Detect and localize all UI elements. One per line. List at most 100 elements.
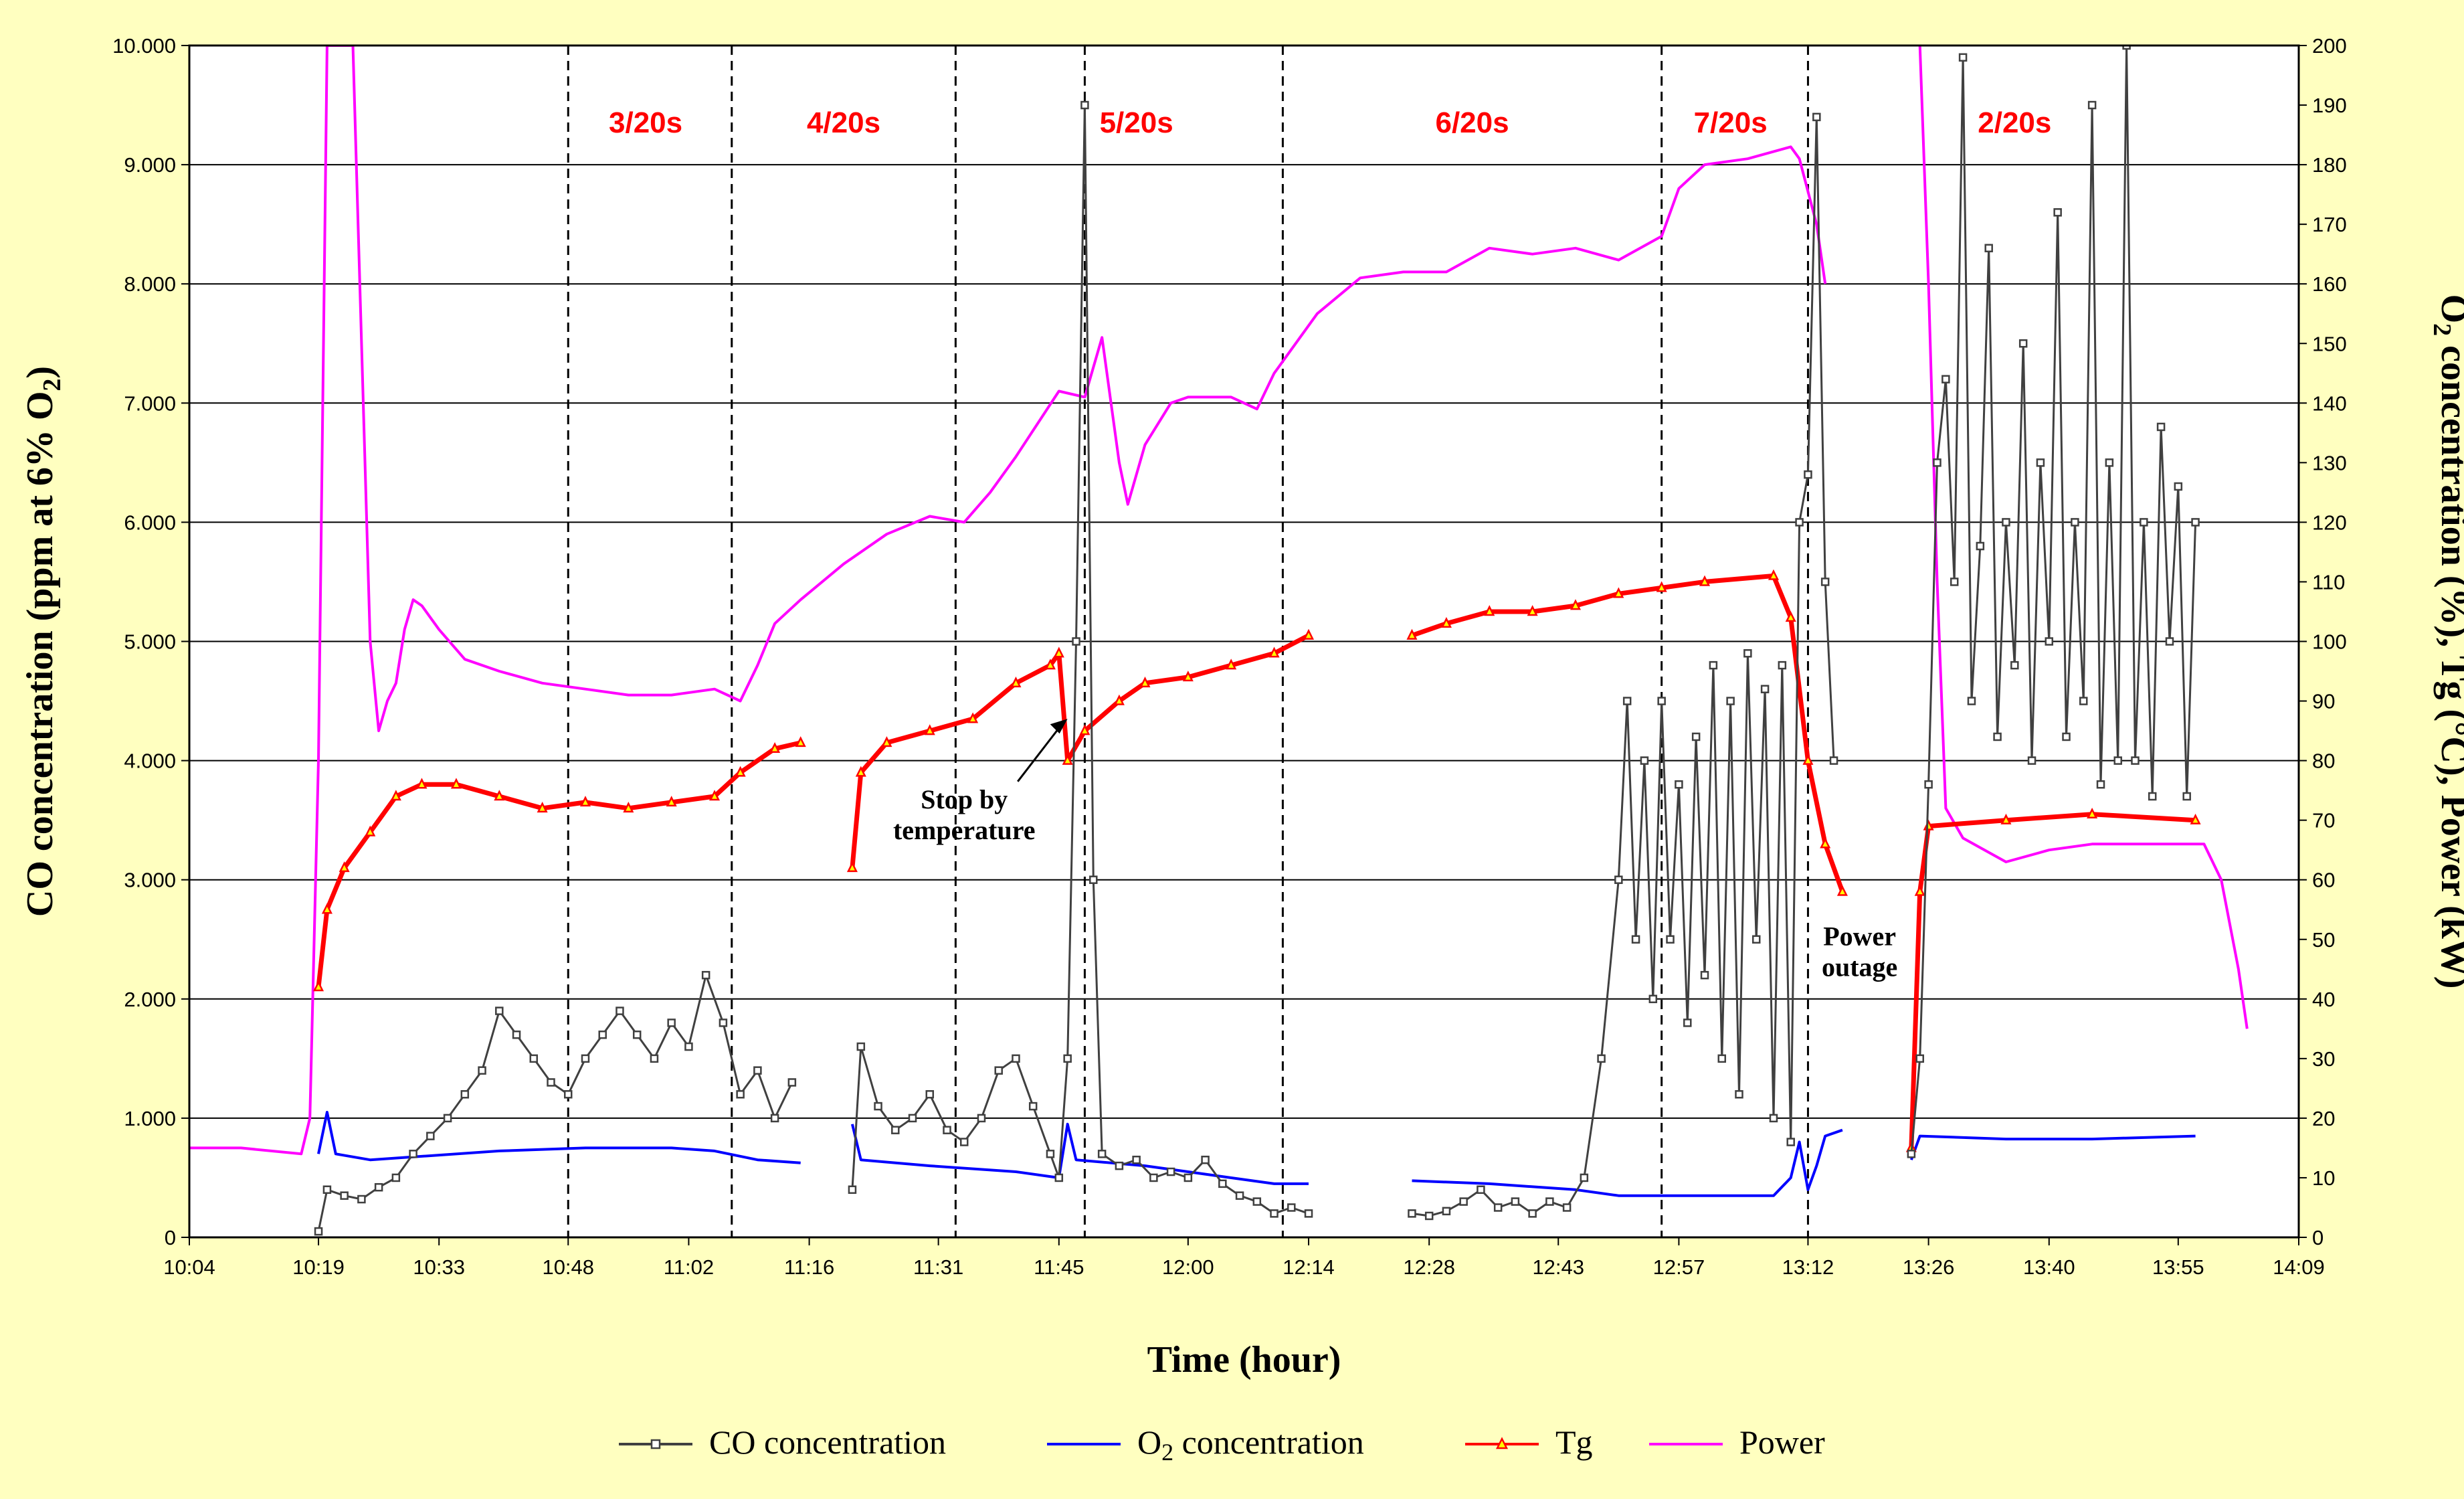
annotation-line: temperature xyxy=(893,815,1036,845)
data-point-co-concentration xyxy=(2174,482,2183,491)
y-right-tick-label: 10 xyxy=(2312,1166,2335,1190)
data-point-co-concentration xyxy=(736,1090,745,1099)
data-point-co-concentration xyxy=(443,1114,452,1123)
y-right-tick-label: 150 xyxy=(2312,332,2347,355)
data-point-tg xyxy=(339,861,350,873)
data-point-co-concentration xyxy=(1829,756,1838,765)
y-left-axis-title: CO concentration (ppm at 6% O2) xyxy=(19,366,66,917)
data-point-co-concentration xyxy=(1028,1101,1038,1111)
data-point-co-concentration xyxy=(547,1078,555,1087)
legend-marker xyxy=(650,1439,661,1449)
x-tick-label: 10:19 xyxy=(292,1255,345,1279)
data-point-co-concentration xyxy=(1054,1173,1064,1182)
data-point-co-concentration xyxy=(701,970,710,980)
data-point-tg xyxy=(494,790,505,801)
data-point-co-concentration xyxy=(1778,660,1787,670)
data-point-co-concentration xyxy=(1657,697,1666,705)
data-point-co-concentration xyxy=(2010,660,2019,670)
data-point-co-concentration xyxy=(1149,1173,1158,1182)
data-point-tg xyxy=(1113,694,1125,705)
y-right-tick-label: 0 xyxy=(2312,1226,2324,1249)
data-point-co-concentration xyxy=(2096,780,2105,789)
legend-item-power: Power xyxy=(1649,1423,1825,1461)
data-point-tg xyxy=(623,802,634,813)
data-point-co-concentration xyxy=(460,1090,470,1099)
data-point-tg xyxy=(735,766,746,777)
data-point-co-concentration xyxy=(1097,1150,1107,1158)
annotation-line: Power xyxy=(1823,921,1896,952)
data-point-tg xyxy=(2190,813,2201,824)
data-point-co-concentration xyxy=(1993,732,2002,741)
data-point-tg xyxy=(1914,885,1925,896)
tick-labels: 0 1.000 2.000 3.000 4.000 5.000 6.000 7.000 8.00… xyxy=(112,34,2347,1279)
data-point-co-concentration xyxy=(581,1054,590,1063)
data-point-co-concentration xyxy=(1950,578,1959,586)
data-point-co-concentration xyxy=(1424,1211,1434,1221)
data-point-co-concentration xyxy=(1201,1155,1210,1164)
data-point-tg xyxy=(537,802,548,813)
data-point-tg xyxy=(924,724,935,735)
data-point-co-concentration xyxy=(2105,458,2114,467)
x-tick-label: 10:04 xyxy=(163,1255,215,1279)
data-point-tg xyxy=(1699,575,1711,586)
data-point-co-concentration xyxy=(977,1114,986,1123)
x-tick-label: 11:31 xyxy=(913,1255,963,1279)
data-point-co-concentration xyxy=(1700,970,1709,980)
y-left-tick-label: 2.000 xyxy=(124,988,176,1011)
x-tick-label: 12:28 xyxy=(1403,1255,1455,1279)
annotation-line: outage xyxy=(1822,952,1897,982)
data-point-co-concentration xyxy=(1622,697,1632,705)
data-point-tg xyxy=(1802,754,1814,765)
data-point-co-concentration xyxy=(1769,1114,1778,1123)
data-point-co-concentration xyxy=(1270,1209,1278,1218)
data-point-co-concentration xyxy=(2018,339,2028,348)
y-right-title-part: concentration (%), Tg (°C), Power (kW) xyxy=(2433,336,2464,988)
data-point-tg xyxy=(1440,616,1452,628)
data-point-co-concentration xyxy=(564,1090,573,1099)
x-axis-title: Time (hour) xyxy=(1147,1339,1341,1381)
data-point-tg xyxy=(1570,599,1581,610)
data-point-tg xyxy=(1182,671,1194,682)
series-line-power xyxy=(1918,46,2249,1029)
data-point-co-concentration xyxy=(374,1182,383,1192)
data-point-tg xyxy=(1613,587,1624,598)
data-point-tg xyxy=(709,790,721,801)
x-tick-label: 12:43 xyxy=(1532,1255,1584,1279)
y-left-tick-label: 7.000 xyxy=(124,391,176,415)
y-right-tick-label: 50 xyxy=(2312,928,2335,952)
data-point-co-concentration xyxy=(2156,422,2166,432)
data-point-co-concentration xyxy=(1166,1167,1175,1176)
data-point-tg xyxy=(1139,677,1151,688)
data-point-tg xyxy=(2000,813,2012,824)
data-point-co-concentration xyxy=(1477,1185,1485,1195)
data-point-co-concentration xyxy=(2131,756,2140,765)
data-point-co-concentration xyxy=(891,1126,900,1134)
data-point-tg xyxy=(579,796,591,807)
annotation-arrow-line xyxy=(1017,725,1062,782)
data-point-co-concentration xyxy=(1287,1203,1296,1212)
data-point-tg xyxy=(313,980,324,992)
data-point-co-concentration xyxy=(1545,1197,1554,1206)
y-left-tick-label: 1.000 xyxy=(124,1107,176,1130)
data-point-co-concentration xyxy=(1012,1054,1020,1063)
x-tick-label: 13:55 xyxy=(2152,1255,2204,1279)
series-line-o2-concentration xyxy=(850,1122,1309,1185)
data-point-co-concentration xyxy=(2122,46,2131,50)
data-point-co-concentration xyxy=(1726,697,1735,705)
x-tick-label: 10:33 xyxy=(413,1255,465,1279)
y-right-title-subscript: 2 xyxy=(2428,323,2456,336)
data-point-co-concentration xyxy=(2148,792,2157,801)
phase-labels: 3/20s 4/20s 5/20s 6/20s 7/20s 2/20s xyxy=(609,106,2051,139)
annotation-text: Power outage xyxy=(1822,921,1897,982)
data-point-co-concentration xyxy=(1683,1019,1692,1027)
data-point-co-concentration xyxy=(1820,578,1830,586)
data-point-tg xyxy=(390,790,401,801)
data-point-co-concentration xyxy=(1063,1054,1072,1063)
data-point-tg xyxy=(1010,677,1022,688)
data-point-tg xyxy=(1768,569,1779,580)
data-point-co-concentration xyxy=(943,1126,951,1134)
y-left-tick-label: 6.000 xyxy=(124,511,176,534)
data-point-tg xyxy=(1820,837,1831,849)
x-tick-label: 12:57 xyxy=(1653,1255,1705,1279)
data-point-co-concentration xyxy=(1675,780,1683,789)
